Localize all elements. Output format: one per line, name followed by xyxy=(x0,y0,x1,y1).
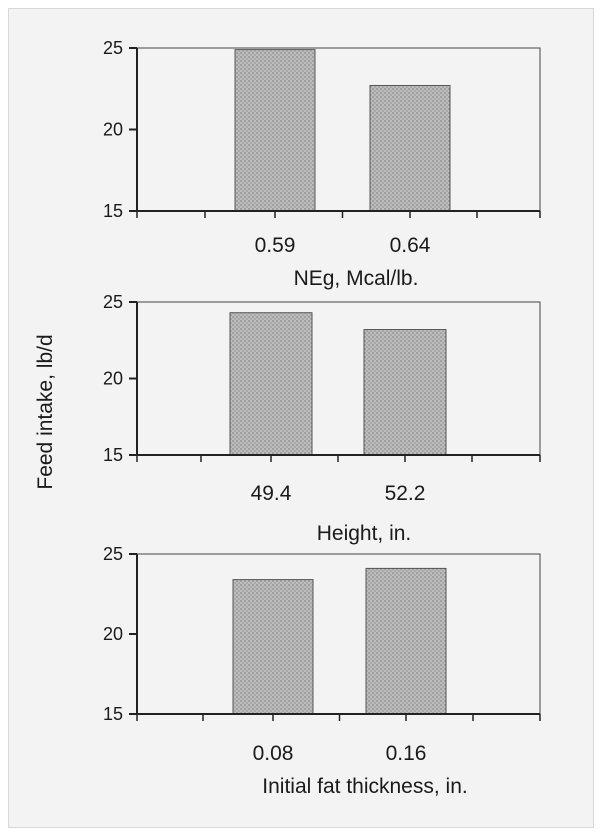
chart-panel-2: 15 20 25 49.4 52.2 Height, in. xyxy=(103,292,541,545)
y-tick-label: 25 xyxy=(103,544,123,564)
y-tick-label: 15 xyxy=(103,704,123,724)
y-tick-label: 25 xyxy=(103,38,123,58)
y-tick-label: 15 xyxy=(103,445,123,465)
bar-0.08 xyxy=(232,579,314,715)
chart-panel-1: 15 20 25 0.59 0.64 NEg, Mcal/lb. xyxy=(103,38,541,290)
plot-frame xyxy=(136,301,541,456)
y-tick-label: 25 xyxy=(103,292,123,312)
x-tick-label: 49.4 xyxy=(251,482,292,505)
plot-frame xyxy=(136,47,541,212)
bar-49.4 xyxy=(229,312,313,456)
x-tick-label: 0.08 xyxy=(253,742,294,765)
x-axis-title: NEg, Mcal/lb. xyxy=(294,267,419,290)
x-tick-label: 0.64 xyxy=(390,234,431,257)
shared-y-axis-title: Feed intake, lb/d xyxy=(34,334,57,489)
bar-52.2 xyxy=(363,329,447,456)
bar-0.16 xyxy=(365,567,447,715)
x-axis-title: Height, in. xyxy=(317,522,412,545)
y-tick-label: 20 xyxy=(103,624,123,644)
x-tick-label: 52.2 xyxy=(385,482,426,505)
chart-panel-3: 15 20 25 0.08 0.16 Initial fat thickness, in. xyxy=(103,544,541,798)
bar-0.64 xyxy=(369,84,451,212)
x-axis-title: Initial fat thickness, in. xyxy=(262,775,467,798)
plot-frame xyxy=(136,553,541,715)
x-tick-label: 0.59 xyxy=(255,234,296,257)
x-tick-label: 0.16 xyxy=(386,742,427,765)
y-tick-label: 20 xyxy=(103,369,123,389)
y-tick-label: 15 xyxy=(103,201,123,221)
y-tick-label: 20 xyxy=(103,120,123,140)
bar-0.59 xyxy=(234,49,316,212)
